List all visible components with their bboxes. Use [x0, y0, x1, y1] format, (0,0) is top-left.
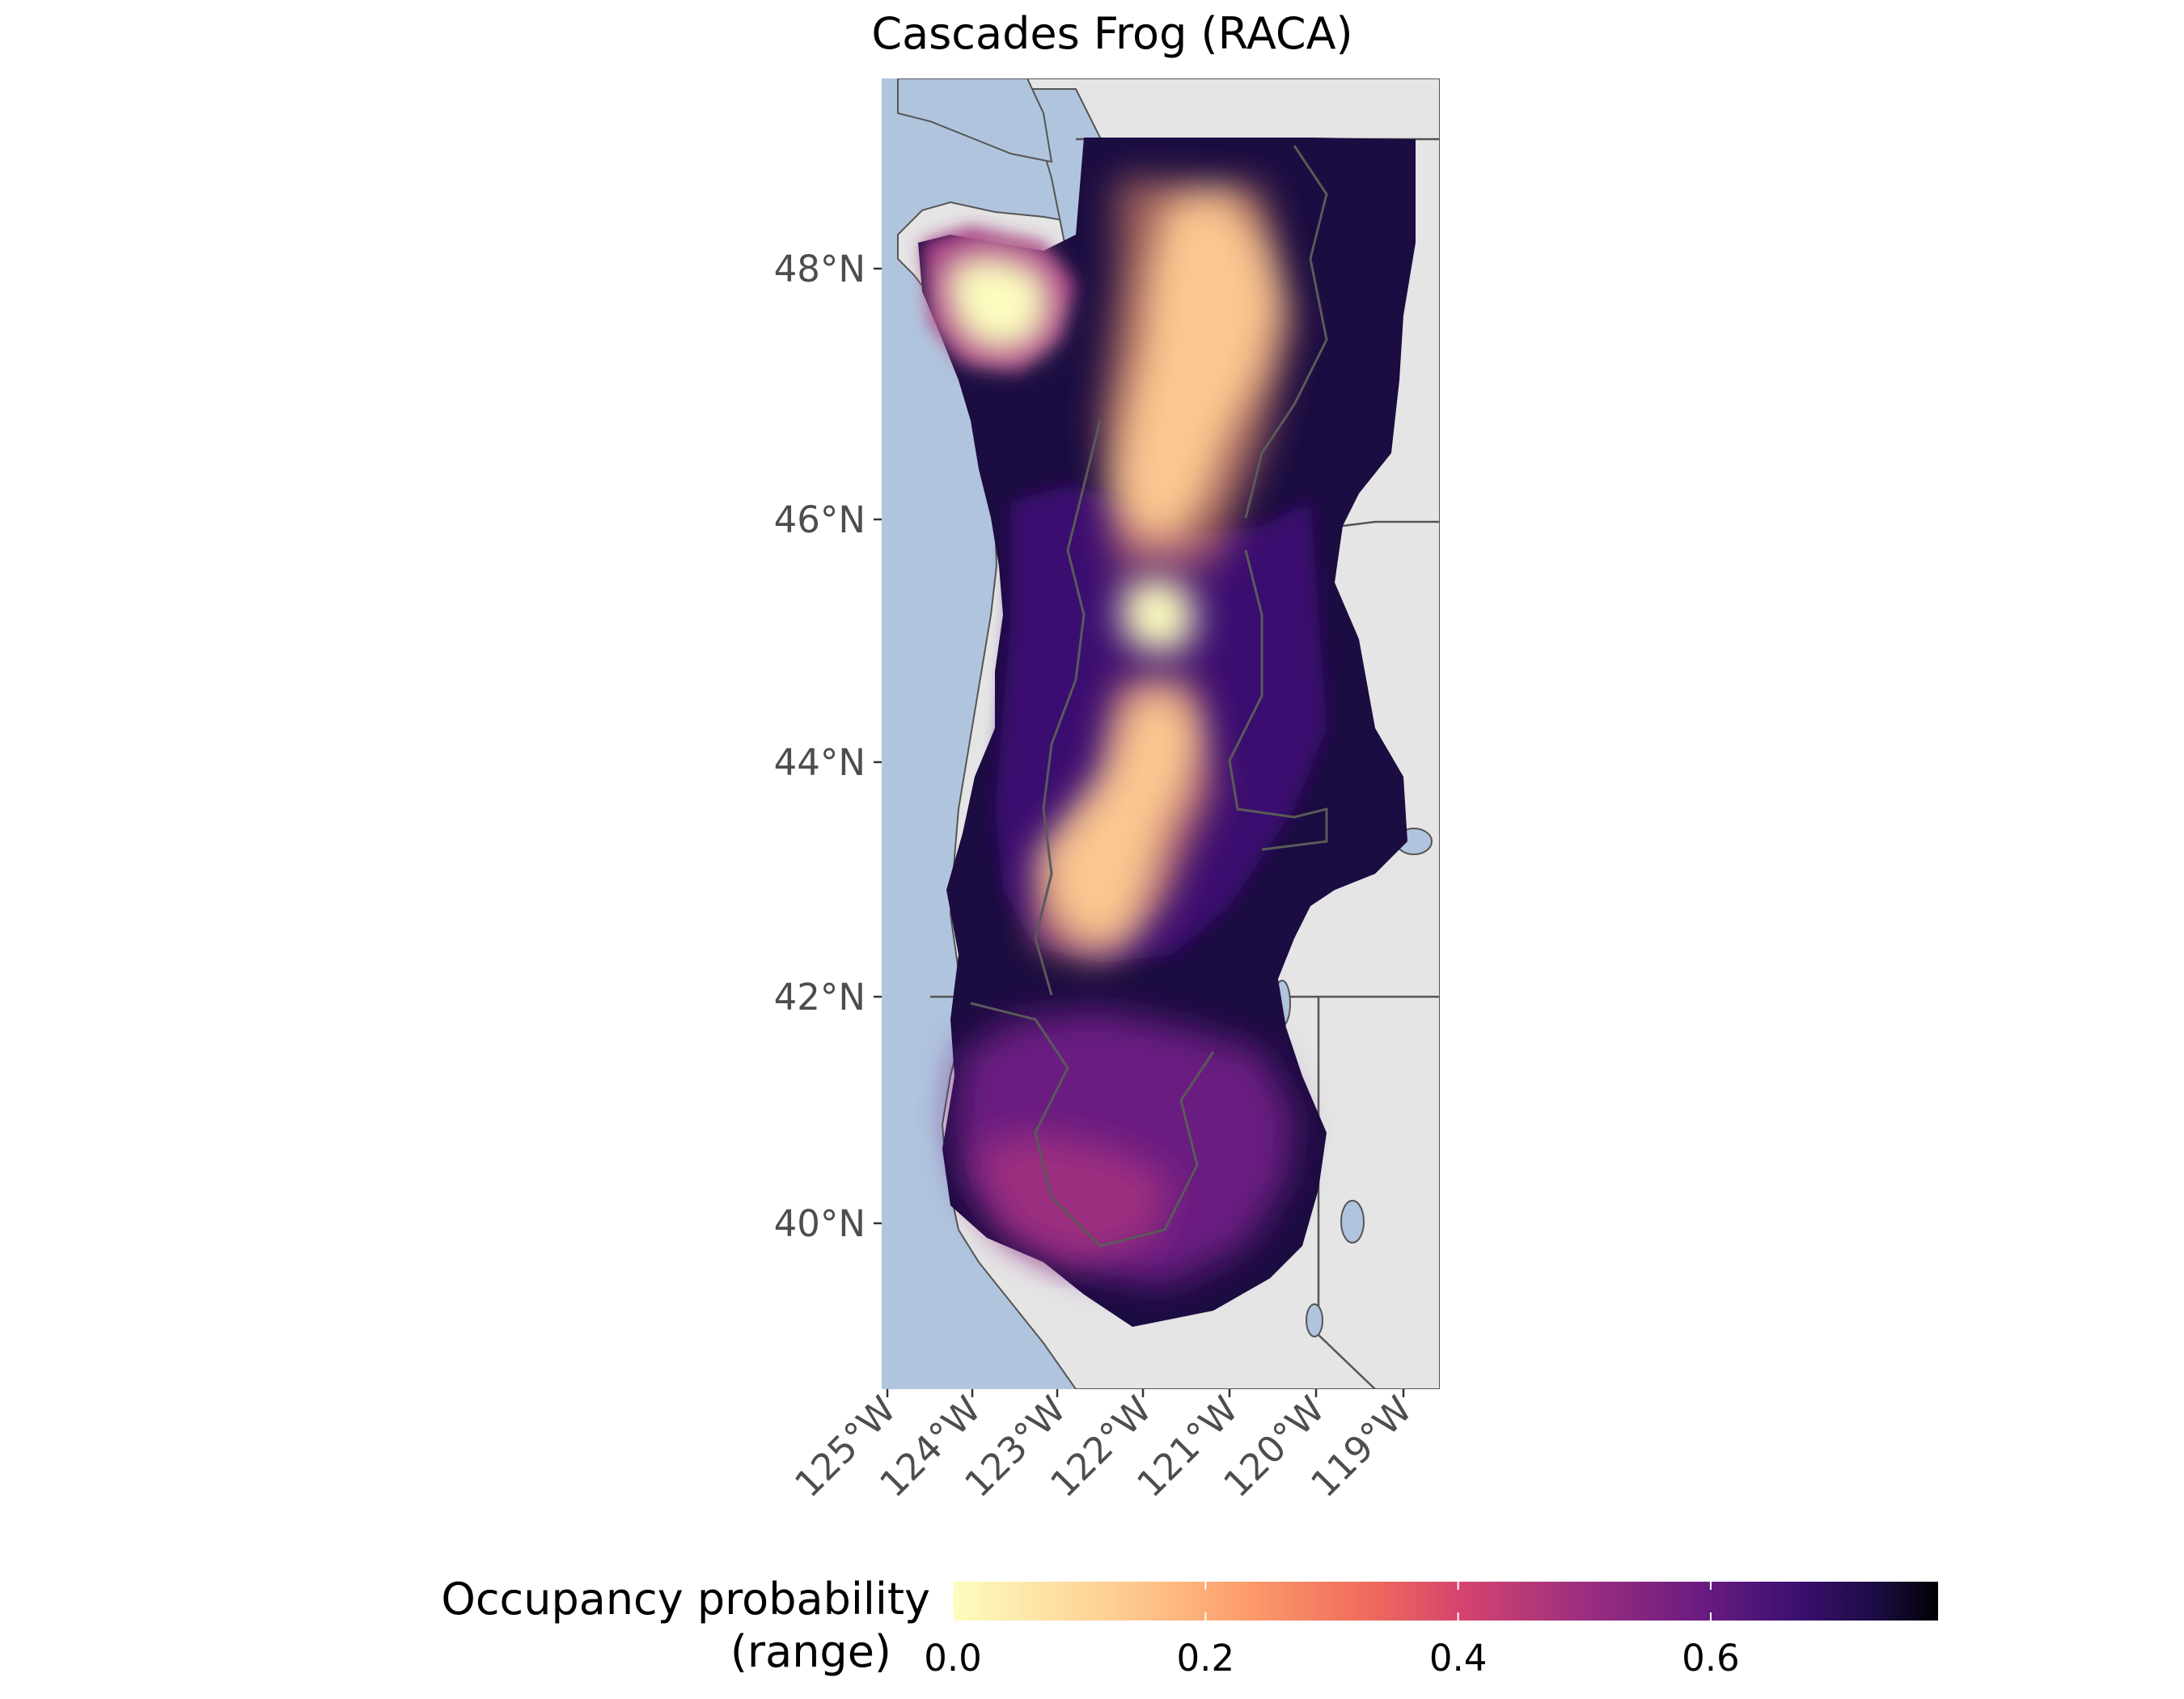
x-axis: 125°W 124°W 123°W 122°W 121°W 120°W 119°… [786, 1388, 1420, 1506]
mt-hood-core [1120, 574, 1197, 655]
y-tick-label: 40°N [774, 1202, 866, 1245]
legend-title-line1: Occupancy probability [441, 1574, 930, 1625]
lake [1340, 1200, 1365, 1244]
colorbar-tick-label: 0.0 [924, 1637, 982, 1680]
y-tick-label: 42°N [774, 976, 866, 1019]
range-magenta-south [971, 1133, 1173, 1262]
y-axis: 48°N 46°N 44°N 42°N 40°N [774, 248, 882, 1245]
colorbar [953, 1582, 1938, 1621]
y-tick-label: 46°N [774, 498, 866, 541]
colorbar-tick-label: 0.2 [1177, 1637, 1235, 1680]
salish-sea [897, 78, 1053, 163]
colorbar-tick-label: 0.4 [1429, 1637, 1488, 1680]
olympics-core [942, 251, 1056, 356]
y-tick-label: 44°N [774, 741, 866, 784]
y-tick-label: 48°N [774, 248, 866, 290]
map-title: Cascades Frog (RACA) [871, 8, 1352, 59]
orange-halo [1035, 178, 1294, 963]
colorbar-tick-label: 0.6 [1682, 1637, 1740, 1680]
legend-title-line2: (range) [730, 1626, 891, 1677]
colorbar-ticks: 0.0 0.2 0.4 0.6 [924, 1582, 1740, 1680]
map-panel [882, 78, 1440, 1389]
lake [1306, 1303, 1323, 1337]
colorbar-legend: Occupancy probability (range) 0.0 0.2 0.4 0… [441, 1574, 1938, 1680]
region-outlines [970, 145, 1328, 1248]
